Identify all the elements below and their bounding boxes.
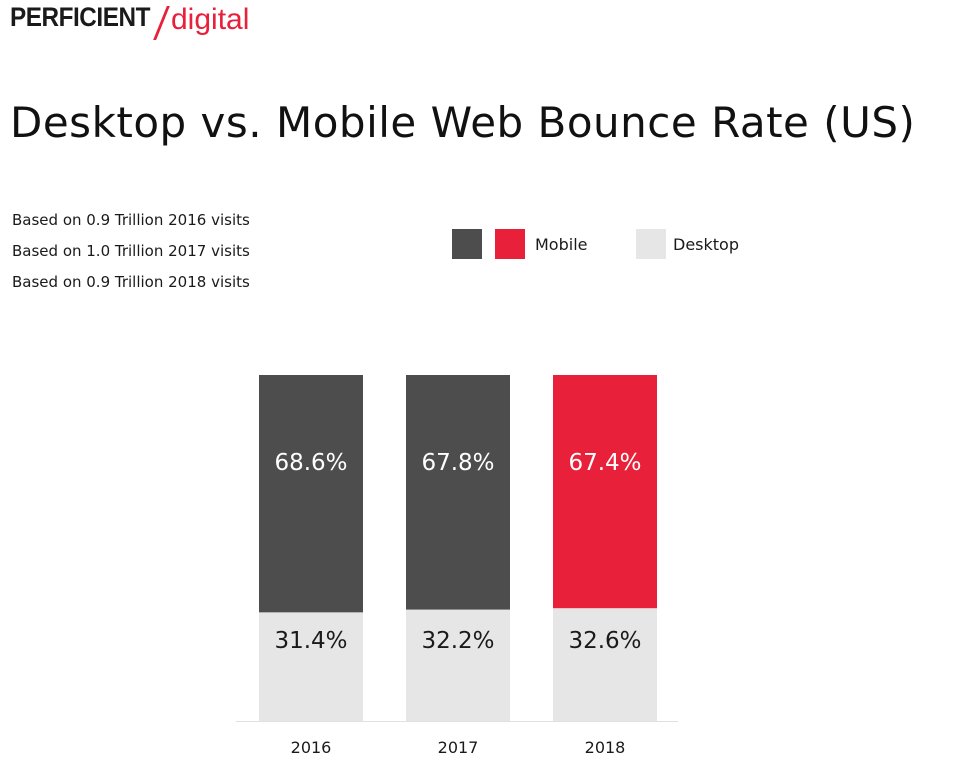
bar-desktop-2018 <box>553 608 657 721</box>
legend-label-desktop: Desktop <box>673 235 739 254</box>
legend-swatch-mobile-dark <box>452 229 482 259</box>
note-2017: Based on 1.0 Trillion 2017 visits <box>12 242 250 260</box>
legend-label-mobile: Mobile <box>535 235 588 254</box>
data-label-mobile-2018: 67.4% <box>568 450 641 476</box>
logo-wordmark: PERFICIENT <box>10 2 150 32</box>
data-label-desktop-2018: 32.6% <box>568 628 641 654</box>
note-2018: Based on 0.9 Trillion 2018 visits <box>12 273 250 291</box>
bar-mobile-2018 <box>553 375 657 609</box>
logo-subword: digital <box>171 3 250 36</box>
bar-mobile-2016 <box>259 375 363 613</box>
bar-mobile-2017 <box>406 375 510 610</box>
data-label-mobile-2017: 67.8% <box>421 450 494 476</box>
bar-desktop-2016 <box>259 612 363 721</box>
legend-swatch-desktop <box>636 229 666 259</box>
data-label-desktop-2017: 32.2% <box>421 628 494 654</box>
data-label-desktop-2016: 31.4% <box>274 628 347 654</box>
logo: PERFICIENT digital <box>10 2 249 42</box>
x-tick-2016: 2016 <box>291 738 332 757</box>
x-tick-2017: 2017 <box>438 738 479 757</box>
legend-swatch-mobile-red <box>495 229 525 259</box>
data-label-mobile-2016: 68.6% <box>274 450 347 476</box>
chart-title: Desktop vs. Mobile Web Bounce Rate (US) <box>10 98 916 147</box>
visit-notes: Based on 0.9 Trillion 2016 visits Based … <box>12 205 250 298</box>
bar-desktop-2017 <box>406 609 510 721</box>
note-2016: Based on 0.9 Trillion 2016 visits <box>12 211 250 229</box>
x-tick-2018: 2018 <box>585 738 626 757</box>
